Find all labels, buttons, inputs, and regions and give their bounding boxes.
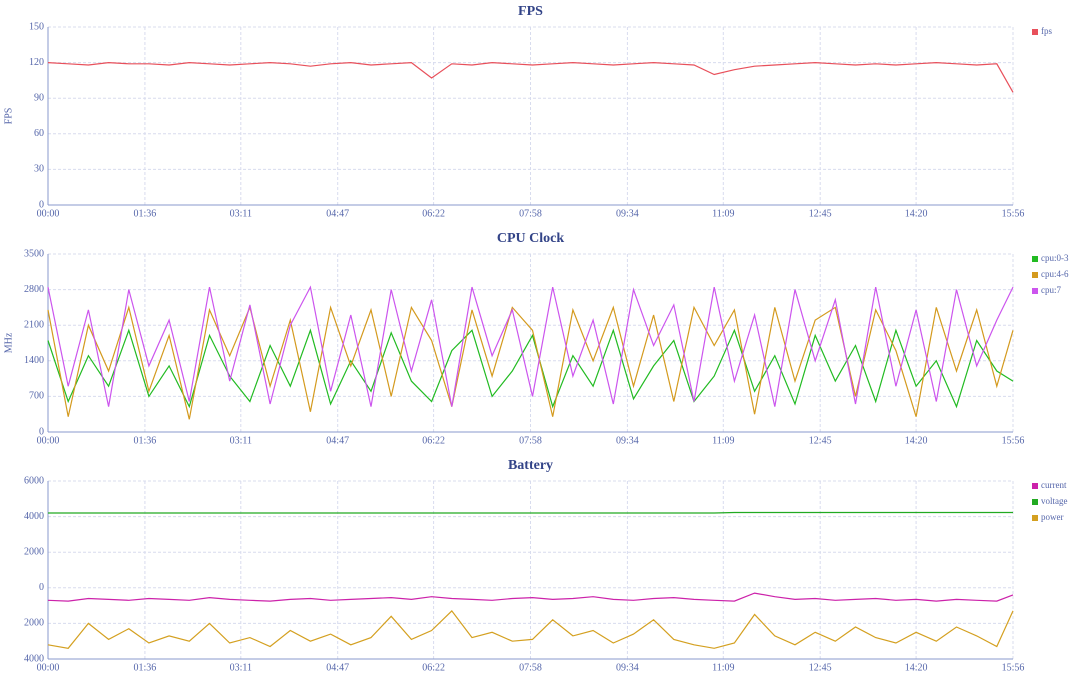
x-tick-label: 15:56 [1002,208,1025,219]
legend-label: voltage [1041,496,1068,506]
x-tick-label: 03:11 [230,662,252,673]
legend-swatch [1032,515,1038,521]
x-tick-label: 01:36 [134,435,157,446]
x-tick-label: 04:47 [326,208,349,219]
chart-title: Battery [508,458,553,473]
x-tick-label: 14:20 [905,435,928,446]
y-tick-label: 30 [34,164,44,175]
x-tick-label: 03:11 [230,208,252,219]
y-axis-label: MHz [3,332,14,353]
legend-swatch [1032,272,1038,278]
y-axis-label: FPS [3,108,14,125]
legend-swatch [1032,483,1038,489]
series-line [47,285,1014,407]
y-tick-label: 700 [29,391,44,402]
series-line [47,305,1014,420]
legend-label: cpu:4-6 [1041,269,1069,279]
x-tick-label: 15:56 [1002,662,1025,673]
x-tick-label: 09:34 [616,662,639,673]
x-tick-label: 11:09 [712,208,734,219]
x-tick-label: 01:36 [134,662,157,673]
legend-label: cpu:0-3 [1041,253,1069,263]
legend-label: current [1041,480,1067,490]
y-tick-label: 0 [39,582,44,593]
x-tick-label: 15:56 [1002,435,1025,446]
x-tick-label: 04:47 [326,662,349,673]
legend-label: cpu:7 [1041,285,1061,295]
y-tick-label: 90 [34,92,44,103]
y-tick-label: 2100 [24,319,44,330]
x-tick-label: 04:47 [326,435,349,446]
y-tick-label: 0 [39,199,44,210]
y-tick-label: 2800 [24,284,44,295]
x-tick-label: 00:00 [37,208,60,219]
y-tick-label: 2000 [24,618,44,629]
legend-swatch [1032,288,1038,294]
chart-title: FPS [518,4,543,19]
x-tick-label: 12:45 [809,662,832,673]
x-tick-label: 06:22 [422,435,445,446]
y-tick-label: 150 [29,21,44,32]
x-tick-label: 09:34 [616,208,639,219]
y-tick-label: 4000 [24,511,44,522]
y-tick-label: 120 [29,57,44,68]
series-line [47,592,1014,602]
x-tick-label: 06:22 [422,208,445,219]
legend-label: fps [1041,26,1052,36]
x-tick-label: 06:22 [422,662,445,673]
y-tick-label: 60 [34,128,44,139]
x-tick-label: 14:20 [905,208,928,219]
x-tick-label: 00:00 [37,435,60,446]
y-tick-label: 1400 [24,355,44,366]
x-tick-label: 12:45 [809,208,832,219]
x-tick-label: 01:36 [134,208,157,219]
y-tick-label: 2000 [24,546,44,557]
x-tick-label: 07:58 [519,662,542,673]
chart-title: CPU Clock [497,231,564,246]
series-line [47,61,1014,93]
y-tick-label: 4000 [24,653,44,664]
legend-swatch [1032,29,1038,35]
x-tick-label: 12:45 [809,435,832,446]
x-tick-label: 09:34 [616,435,639,446]
x-tick-label: 07:58 [519,435,542,446]
legend-swatch [1032,256,1038,262]
legend-label: power [1041,512,1064,522]
x-tick-label: 03:11 [230,435,252,446]
x-tick-label: 00:00 [37,662,60,673]
x-tick-label: 11:09 [712,662,734,673]
series-line [47,609,1014,649]
x-tick-label: 14:20 [905,662,928,673]
y-tick-label: 3500 [24,248,44,259]
x-tick-label: 07:58 [519,208,542,219]
x-tick-label: 11:09 [712,435,734,446]
y-tick-label: 0 [39,426,44,437]
series-line [48,511,1013,514]
series-line [47,328,1014,409]
y-tick-label: 6000 [24,475,44,486]
legend-swatch [1032,499,1038,505]
